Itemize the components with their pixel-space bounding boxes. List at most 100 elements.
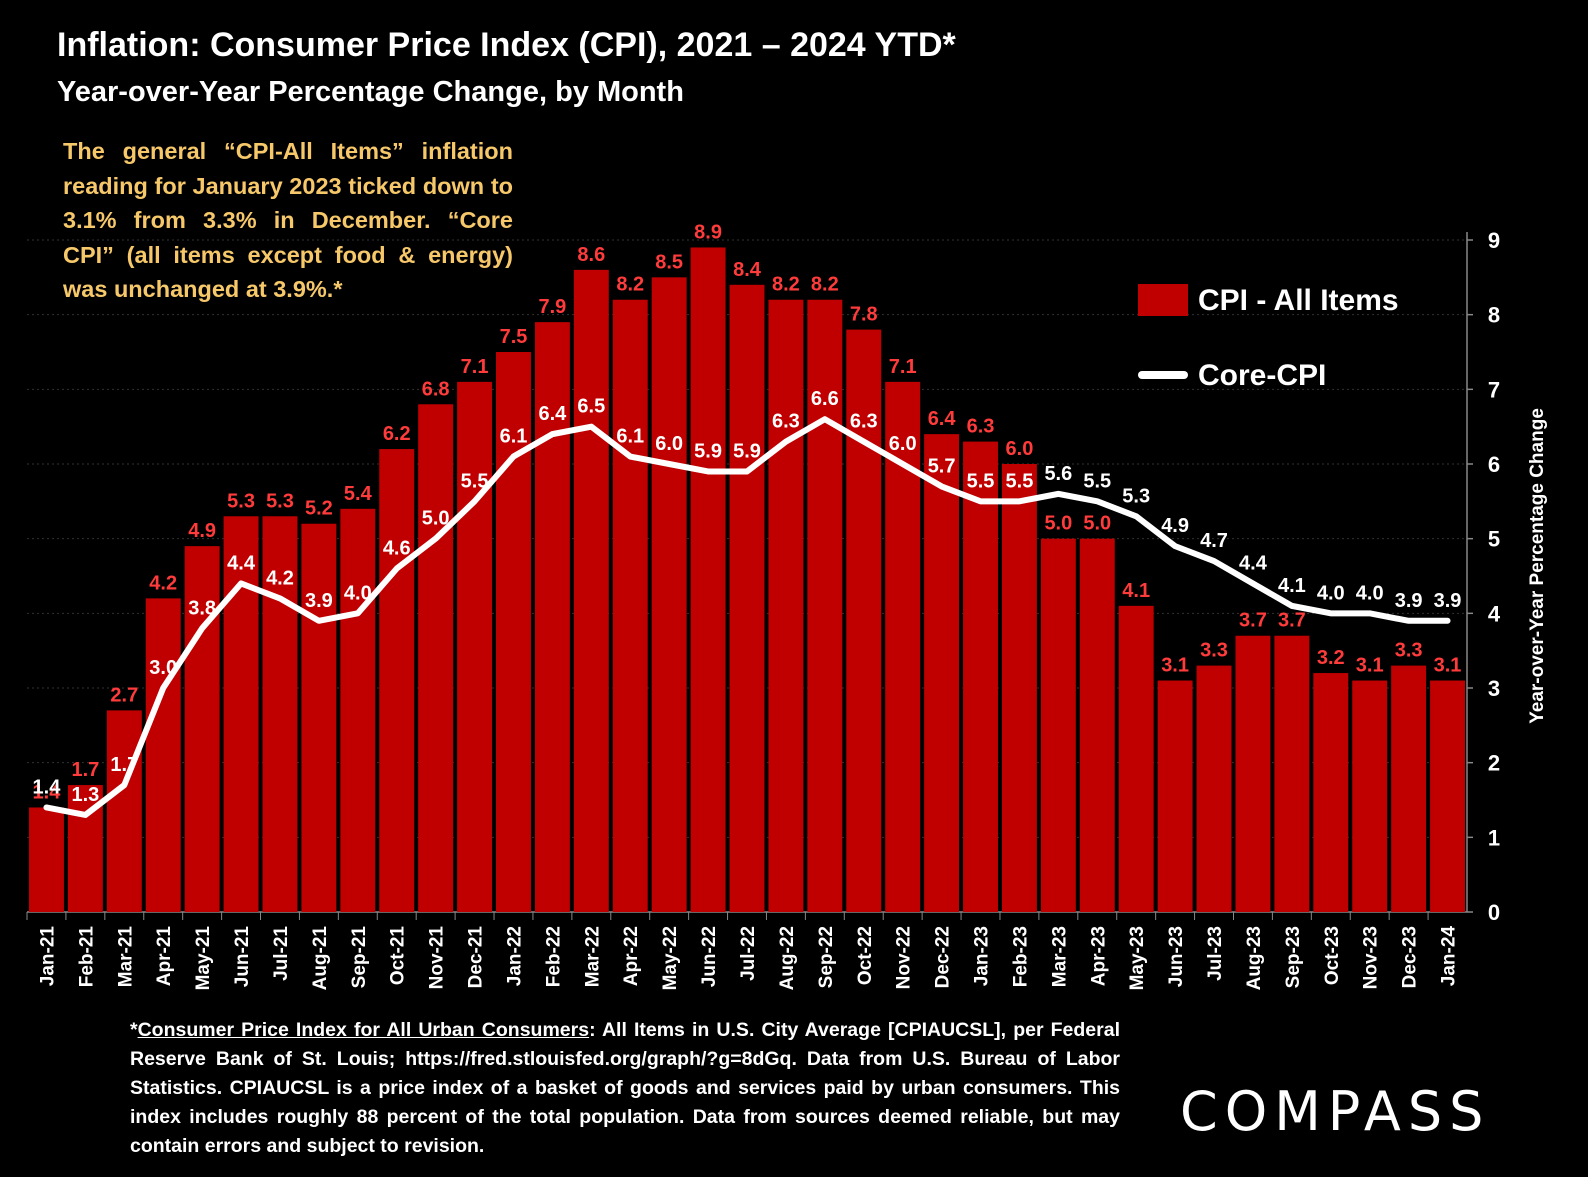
core-cpi-data-label: 6.1 bbox=[500, 426, 528, 448]
x-tick-label: Feb-22 bbox=[543, 926, 564, 987]
cpi-bar bbox=[768, 299, 804, 912]
x-tick-label: Apr-23 bbox=[1088, 926, 1109, 986]
cpi-bar bbox=[379, 449, 415, 912]
cpi-data-label: 3.7 bbox=[1239, 610, 1267, 632]
cpi-data-label: 8.4 bbox=[733, 259, 762, 281]
cpi-data-label: 1.7 bbox=[71, 759, 99, 781]
core-cpi-line bbox=[43, 416, 1451, 818]
x-tick-label: Jun-22 bbox=[699, 926, 720, 987]
x-tick-label: Mar-21 bbox=[115, 926, 136, 988]
core-cpi-data-label: 6.0 bbox=[655, 433, 683, 455]
y-tick-label: 8 bbox=[1488, 303, 1500, 328]
legend-swatch-cpi bbox=[1138, 284, 1188, 316]
core-cpi-data-label: 6.3 bbox=[772, 411, 800, 433]
core-cpi-data-label: 4.4 bbox=[227, 552, 256, 574]
footnote-source-link[interactable]: Consumer Price Index for All Urban Consu… bbox=[137, 1019, 590, 1041]
cpi-bar bbox=[1001, 464, 1037, 912]
commentary-text: The general “CPI-All Items” inflation re… bbox=[63, 138, 513, 302]
footnote-body: : All Items in U.S. City Average [CPIAUC… bbox=[130, 1019, 1120, 1157]
x-tick-label: Apr-21 bbox=[154, 926, 175, 987]
y-tick-label: 5 bbox=[1488, 527, 1500, 552]
cpi-bar bbox=[145, 598, 181, 912]
cpi-bar bbox=[807, 299, 843, 912]
y-tick-label: 4 bbox=[1488, 601, 1501, 626]
core-cpi-data-label: 1.4 bbox=[33, 776, 62, 798]
cpi-data-label: 7.8 bbox=[850, 304, 878, 326]
footnote: *Consumer Price Index for All Urban Cons… bbox=[130, 1016, 1120, 1161]
cpi-bar bbox=[651, 277, 687, 912]
cpi-bar bbox=[534, 322, 570, 913]
core-cpi-data-label: 5.5 bbox=[967, 470, 995, 492]
y-tick-label: 1 bbox=[1488, 825, 1500, 850]
cpi-data-label: 5.3 bbox=[227, 490, 255, 512]
cpi-data-label: 3.2 bbox=[1317, 647, 1345, 669]
y-axis-label: Year-over-Year Percentage Change bbox=[1527, 408, 1548, 724]
core-cpi-data-label: 4.0 bbox=[1317, 582, 1345, 604]
chart-title: Inflation: Consumer Price Index (CPI), 2… bbox=[57, 26, 956, 64]
x-tick-label: Dec-23 bbox=[1400, 926, 1421, 988]
legend-label-cpi: CPI - All Items bbox=[1198, 284, 1399, 317]
x-tick-label: Oct-21 bbox=[388, 926, 409, 986]
cpi-bar bbox=[301, 523, 337, 912]
cpi-bar bbox=[1079, 538, 1115, 912]
core-cpi-data-label: 5.6 bbox=[1044, 463, 1072, 485]
core-cpi-data-label: 3.9 bbox=[1434, 590, 1462, 612]
cpi-data-label: 3.1 bbox=[1161, 655, 1189, 677]
x-tick-label: May-23 bbox=[1127, 926, 1148, 990]
core-cpi-data-label: 5.7 bbox=[928, 455, 956, 477]
y-tick-label: 9 bbox=[1488, 228, 1500, 253]
x-tick-label: May-22 bbox=[660, 926, 681, 990]
x-tick-label: Nov-23 bbox=[1361, 926, 1382, 989]
cpi-data-label: 3.3 bbox=[1200, 640, 1228, 662]
cpi-data-label: 8.2 bbox=[616, 274, 644, 296]
core-cpi-data-label: 1.3 bbox=[71, 784, 99, 806]
x-tick-label: Jan-22 bbox=[504, 926, 525, 986]
footnote-marker: * bbox=[130, 1019, 138, 1041]
x-tick-label: Aug-21 bbox=[310, 926, 331, 991]
cpi-data-label: 8.5 bbox=[655, 251, 683, 273]
core-cpi-data-label: 4.2 bbox=[266, 567, 294, 589]
x-tick-label: Jan-21 bbox=[37, 926, 58, 987]
x-tick-label: Dec-21 bbox=[466, 926, 487, 989]
cpi-data-label: 3.1 bbox=[1356, 655, 1384, 677]
cpi-data-label: 5.4 bbox=[344, 483, 373, 505]
cpi-data-label: 7.1 bbox=[889, 356, 917, 378]
x-tick-label: Sep-21 bbox=[349, 926, 370, 989]
y-tick-label: 6 bbox=[1488, 452, 1500, 477]
x-tick-label: Jul-23 bbox=[1205, 926, 1226, 981]
cpi-bar bbox=[573, 269, 609, 912]
cpi-bar bbox=[1157, 680, 1193, 912]
x-tick-label: Jan-23 bbox=[972, 926, 993, 986]
core-cpi-data-label: 5.3 bbox=[1122, 485, 1150, 507]
cpi-chart: 0 1 2 3 4 5 6 7 8 9 Year-over-Year Percentage Chan… bbox=[26, 221, 1548, 991]
x-tick-label: Aug-22 bbox=[777, 926, 798, 990]
cpi-bar bbox=[457, 381, 493, 912]
cpi-bar bbox=[262, 516, 298, 912]
cpi-bar bbox=[1313, 673, 1349, 912]
cpi-bar bbox=[963, 441, 998, 912]
x-tick-label: Jan-24 bbox=[1439, 926, 1460, 987]
cpi-data-label: 5.2 bbox=[305, 498, 333, 520]
cpi-bar bbox=[1274, 635, 1310, 912]
x-tick-label: Apr-22 bbox=[621, 926, 642, 986]
x-tick-label: Jun-21 bbox=[232, 926, 253, 988]
y-tick-label: 3 bbox=[1488, 676, 1500, 701]
chart-subtitle: Year-over-Year Percentage Change, by Mon… bbox=[57, 76, 684, 108]
cpi-bar bbox=[729, 284, 765, 912]
cpi-data-label: 5.0 bbox=[1044, 513, 1072, 535]
cpi-bar bbox=[340, 508, 376, 912]
core-cpi-data-label: 6.6 bbox=[811, 388, 839, 410]
x-tick-label: Sep-22 bbox=[816, 926, 837, 988]
core-cpi-data-label: 5.0 bbox=[422, 508, 450, 530]
core-cpi-data-label: 5.5 bbox=[1083, 470, 1111, 492]
y-tick-label: 0 bbox=[1488, 900, 1500, 925]
cpi-data-label: 8.2 bbox=[772, 274, 800, 296]
core-cpi-data-label: 3.9 bbox=[1395, 590, 1423, 612]
x-tick-label: Nov-22 bbox=[894, 926, 915, 989]
cpi-data-label: 8.2 bbox=[811, 274, 839, 296]
x-tick-label: Oct-23 bbox=[1322, 926, 1343, 985]
x-tick-label: Sep-23 bbox=[1283, 926, 1304, 988]
core-cpi-data-label: 4.9 bbox=[1161, 515, 1189, 537]
cpi-bar bbox=[1196, 665, 1232, 912]
cpi-data-label: 8.9 bbox=[694, 221, 722, 243]
